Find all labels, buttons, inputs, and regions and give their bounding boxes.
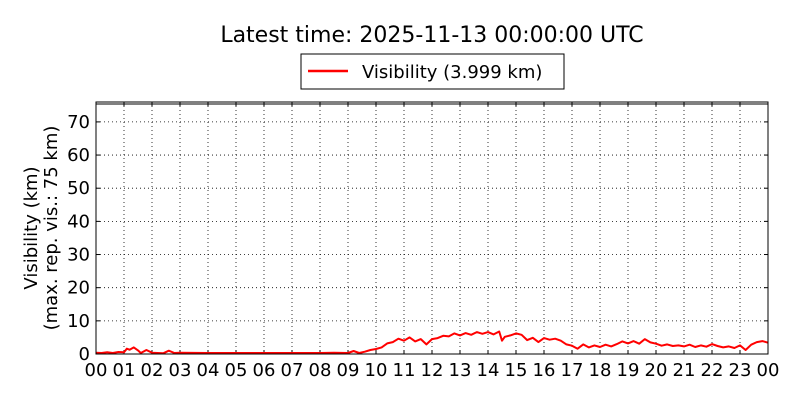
legend-label: Visibility (3.999 km) bbox=[362, 62, 542, 83]
y-tick-label: 40 bbox=[67, 211, 90, 232]
grid-lines bbox=[96, 102, 768, 354]
series-line-visibility bbox=[95, 330, 769, 355]
x-tick-label: 23 bbox=[729, 360, 752, 381]
y-tick-label: 10 bbox=[67, 311, 90, 332]
x-tick-label: 20 bbox=[645, 360, 668, 381]
x-tick-labels: 00 01 02 03 04 05 06 07 08 09 10 11 12 13 14 15 16 17 18 19… bbox=[85, 360, 780, 381]
plot-frame bbox=[96, 102, 768, 354]
y-tick-labels: 0 10 20 30 40 50 60 70 bbox=[67, 112, 90, 365]
x-tick-label: 21 bbox=[673, 360, 696, 381]
x-tick-label: 03 bbox=[169, 360, 192, 381]
x-tick-label: 09 bbox=[337, 360, 360, 381]
x-tick-label: 08 bbox=[309, 360, 332, 381]
y-tick-label: 20 bbox=[67, 278, 90, 299]
x-tick-label: 00 bbox=[85, 360, 108, 381]
plot-area bbox=[95, 101, 769, 355]
x-tick-label: 06 bbox=[253, 360, 276, 381]
y-axis-label-sub: (max. rep. vis.: 75 km) bbox=[41, 126, 62, 331]
x-tick-label: 13 bbox=[449, 360, 472, 381]
x-tick-label: 14 bbox=[477, 360, 500, 381]
y-axis-label: Visibility (km) bbox=[21, 166, 42, 289]
y-tick-label: 60 bbox=[67, 145, 90, 166]
series-layer bbox=[95, 330, 769, 355]
x-tick-label: 00 bbox=[757, 360, 780, 381]
x-tick-label: 12 bbox=[421, 360, 444, 381]
x-tick-label: 18 bbox=[589, 360, 612, 381]
x-tick-label: 22 bbox=[701, 360, 724, 381]
plot-border bbox=[95, 101, 769, 355]
x-tick-label: 16 bbox=[533, 360, 556, 381]
x-tick-label: 11 bbox=[393, 360, 416, 381]
y-tick-label: 70 bbox=[67, 112, 90, 133]
x-tick-label: 15 bbox=[505, 360, 528, 381]
x-tick-label: 07 bbox=[281, 360, 304, 381]
x-tick-label: 10 bbox=[365, 360, 388, 381]
legend: Visibility (3.999 km) bbox=[300, 53, 565, 90]
chart-title: Latest time: 2025-11-13 00:00:00 UTC bbox=[220, 23, 643, 48]
x-tick-label: 05 bbox=[225, 360, 248, 381]
x-tick-label: 01 bbox=[113, 360, 136, 381]
y-tick-label: 0 bbox=[79, 344, 90, 365]
x-tick-label: 04 bbox=[197, 360, 220, 381]
y-tick-label: 50 bbox=[67, 178, 90, 199]
x-tick-label: 19 bbox=[617, 360, 640, 381]
x-tick-label: 17 bbox=[561, 360, 584, 381]
x-tick-label: 02 bbox=[141, 360, 164, 381]
y-tick-label: 30 bbox=[67, 245, 90, 266]
